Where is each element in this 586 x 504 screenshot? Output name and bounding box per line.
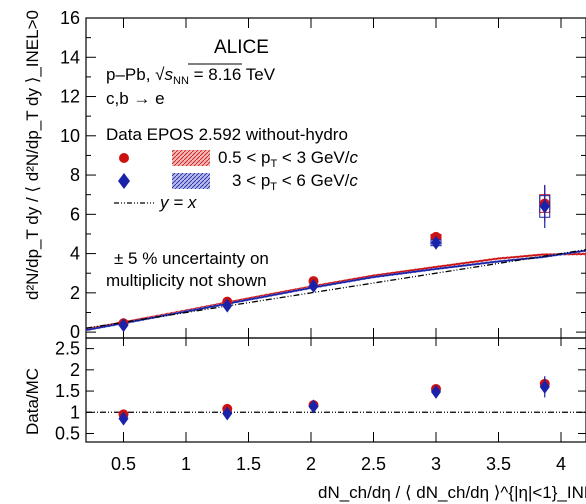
data-point-diamond xyxy=(118,318,129,333)
data-point-diamond xyxy=(431,384,441,399)
legend-high-pt-pre: 3 < p xyxy=(232,171,270,190)
y-tick-label: 16 xyxy=(60,8,80,28)
data-point-diamond xyxy=(118,411,129,426)
x-tick-label: 1 xyxy=(181,454,191,474)
legend-header: Data EPOS 2.592 without-hydro xyxy=(106,125,348,144)
note-line-2: multiplicity not shown xyxy=(106,271,267,290)
data-point-diamond xyxy=(308,399,319,414)
note-line-1: ± 5 % uncertainty on xyxy=(114,249,269,268)
y-tick-label: 2.5 xyxy=(55,339,80,359)
top-axis-ticks: 0 2 4 6 8 10 12 14 16 xyxy=(60,8,586,342)
legend-low-pt-c: c xyxy=(350,148,359,167)
legend-red-circle xyxy=(119,153,129,163)
legend-low-pt-label: 0.5 < pT < 3 GeV/c xyxy=(218,148,359,170)
legend-low-pt-pre: 0.5 < p xyxy=(218,148,270,167)
legend-blue-band xyxy=(172,173,210,189)
data-point-diamond xyxy=(539,379,550,394)
y-tick-label: 12 xyxy=(60,87,80,107)
x-tick-label: 3 xyxy=(431,454,441,474)
y-tick-label: 4 xyxy=(70,244,80,264)
y-tick-label: 0.5 xyxy=(55,424,80,444)
y-tick-label: 8 xyxy=(70,165,80,185)
y-tick-label: 6 xyxy=(70,204,80,224)
legend-high-pt-label: 3 < pT < 6 GeV/c xyxy=(232,171,358,193)
legend-low-pt-sub: T xyxy=(270,158,277,170)
x-tick-label: 3.5 xyxy=(486,454,511,474)
top-y-axis-title-text: d²N/dp_T dy / ⟨ d²N/dp_T dy ⟩_INEL>0 xyxy=(23,10,42,300)
decay-label: c,b → e xyxy=(106,89,165,108)
data-point-diamond xyxy=(222,298,233,313)
bottom-y-axis-title: Data/MC xyxy=(23,368,42,435)
experiment-label: ALICE xyxy=(214,37,269,58)
y-tick-label: 2 xyxy=(70,360,80,380)
y-tick-label: 14 xyxy=(60,47,80,67)
system-prefix: p–Pb, xyxy=(106,65,155,84)
data-markers xyxy=(118,184,551,426)
x-tick-label: 2.5 xyxy=(361,454,386,474)
system-label: p–Pb, √sNN = 8.16 TeV xyxy=(106,65,276,87)
x-tick-label: 0.5 xyxy=(111,454,136,474)
bottom-axis-ticks: 0.5 1 1.5 2 2.5 3 3.5 40.511.522.5 xyxy=(55,338,586,474)
legend-identity-label: y = x xyxy=(159,193,197,212)
x-tick-label: 1.5 xyxy=(236,454,261,474)
y-tick-label: 0 xyxy=(70,322,80,342)
energy-suffix: = 8.16 TeV xyxy=(189,65,276,84)
x-tick-label: 2 xyxy=(306,454,316,474)
bottom-panel-frame xyxy=(85,337,586,443)
y-tick-label: 1 xyxy=(70,402,80,422)
data-point-diamond xyxy=(431,235,441,250)
sqrt-s-symbol: √ xyxy=(155,65,165,84)
sqrt-subscript: NN xyxy=(173,75,189,87)
identity-line xyxy=(85,249,586,329)
legend-high-pt-sub: T xyxy=(270,181,277,193)
y-tick-label: 1.5 xyxy=(55,381,80,401)
data-point-diamond xyxy=(308,278,319,293)
data-point-diamond xyxy=(539,199,550,214)
legend-blue-diamond xyxy=(118,173,130,189)
data-point-diamond xyxy=(222,406,233,421)
s-symbol: s xyxy=(165,65,174,84)
model-curves xyxy=(85,249,586,413)
legend-low-pt-post: < 3 GeV/ xyxy=(277,148,350,167)
legend-high-pt-post: < 6 GeV/ xyxy=(277,171,350,190)
y-tick-label: 10 xyxy=(60,126,80,146)
top-y-axis-title: d²N/dp_T dy / ⟨ d²N/dp_T dy ⟩_INEL>0 xyxy=(23,10,42,300)
y-tick-label: 2 xyxy=(70,283,80,303)
legend-high-pt-c: c xyxy=(349,171,358,190)
legend-red-band xyxy=(172,150,210,166)
x-tick-label: 4 xyxy=(556,454,566,474)
x-axis-title: dN_ch/dη / ⟨ dN_ch/dη ⟩^{|η|<1}_INEL>0 xyxy=(318,483,586,502)
